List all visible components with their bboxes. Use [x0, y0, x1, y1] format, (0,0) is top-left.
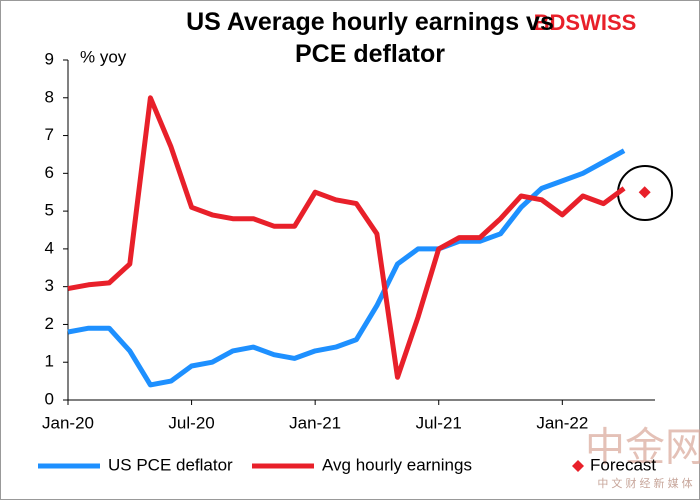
y-axis-label: % yoy	[80, 47, 127, 66]
y-tick-label: 8	[45, 87, 54, 106]
y-tick-label: 9	[45, 49, 54, 68]
y-tick-label: 1	[45, 352, 54, 371]
logo: BDSWISS	[534, 10, 637, 35]
x-tick-label: Jan-21	[289, 413, 341, 432]
y-tick-label: 6	[45, 163, 54, 182]
y-tick-label: 3	[45, 276, 54, 295]
legend-symbol	[572, 460, 584, 472]
y-tick-label: 0	[45, 389, 54, 408]
y-tick-label: 7	[45, 125, 54, 144]
legend-label: Forecast	[590, 455, 656, 474]
x-tick-label: Jan-20	[42, 413, 94, 432]
y-tick-label: 5	[45, 201, 54, 220]
x-tick-label: Jan-22	[536, 413, 588, 432]
legend-label: Avg hourly earnings	[322, 455, 472, 474]
y-tick-label: 2	[45, 314, 54, 333]
chart-title: US Average hourly earnings vs PCE deflat…	[186, 8, 554, 68]
legend-label: US PCE deflator	[108, 455, 233, 474]
watermark-sub: 中 文 财 经 新 媒 体	[597, 476, 692, 490]
series-line	[67, 95, 626, 380]
watermark: 中金网	[585, 426, 700, 470]
forecast-point	[638, 186, 651, 199]
y-tick-label: 4	[45, 238, 54, 257]
x-tick-label: Jul-20	[168, 413, 214, 432]
x-tick-label: Jul-21	[416, 413, 462, 432]
